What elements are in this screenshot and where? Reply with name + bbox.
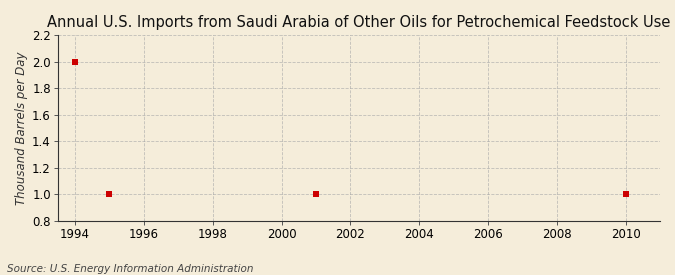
Y-axis label: Thousand Barrels per Day: Thousand Barrels per Day	[15, 51, 28, 205]
Text: Source: U.S. Energy Information Administration: Source: U.S. Energy Information Administ…	[7, 264, 253, 274]
Title: Annual U.S. Imports from Saudi Arabia of Other Oils for Petrochemical Feedstock : Annual U.S. Imports from Saudi Arabia of…	[47, 15, 671, 30]
